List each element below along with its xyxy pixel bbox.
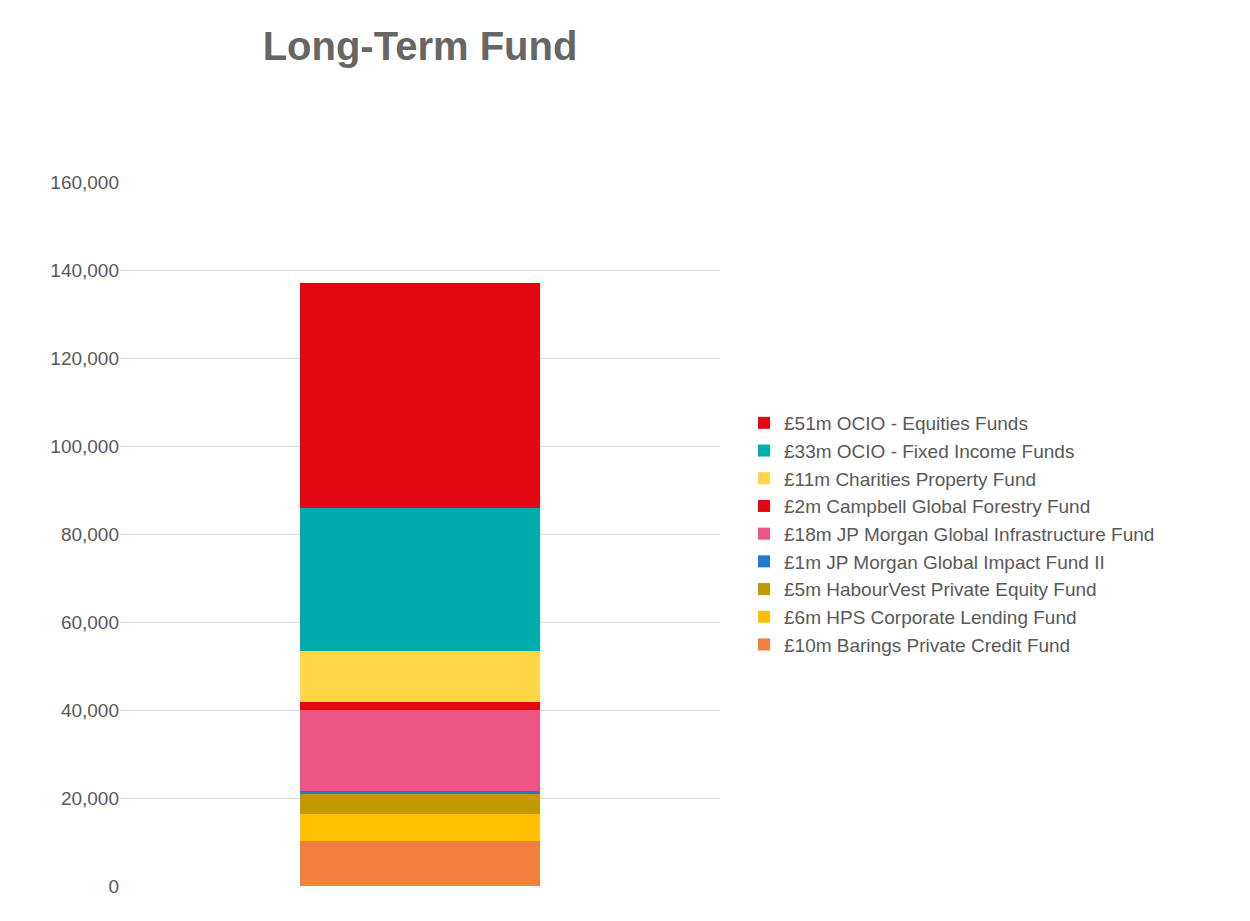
svg-text:160,000: 160,000 [50,172,119,193]
svg-text:£11m Charities Property Fund: £11m Charities Property Fund [784,469,1036,490]
svg-text:20,000: 20,000 [61,788,119,809]
svg-text:Long-Term Fund: Long-Term Fund [263,24,578,68]
svg-text:0: 0 [108,876,119,897]
svg-text:40,000: 40,000 [61,700,119,721]
svg-text:100,000: 100,000 [50,436,119,457]
svg-text:£1m JP Morgan Global Impact Fu: £1m JP Morgan Global Impact Fund II [784,552,1105,573]
svg-text:£10m Barings Private Credit Fu: £10m Barings Private Credit Fund [784,635,1070,656]
svg-text:£5m HabourVest Private Equity: £5m HabourVest Private Equity Fund [784,579,1097,600]
svg-text:80,000: 80,000 [61,524,119,545]
svg-text:£6m HPS Corporate Lending Fund: £6m HPS Corporate Lending Fund [784,607,1077,628]
svg-text:£18m JP Morgan Global Infrastr: £18m JP Morgan Global Infrastructure Fun… [784,524,1154,545]
svg-text:120,000: 120,000 [50,348,119,369]
svg-text:£33m OCIO - Fixed Income Funds: £33m OCIO - Fixed Income Funds [784,441,1074,462]
svg-text:£51m OCIO - Equities Funds: £51m OCIO - Equities Funds [784,413,1028,434]
svg-text:60,000: 60,000 [61,612,119,633]
svg-text:140,000: 140,000 [50,260,119,281]
svg-text:£2m Campbell Global Forestry F: £2m Campbell Global Forestry Fund [784,496,1090,517]
